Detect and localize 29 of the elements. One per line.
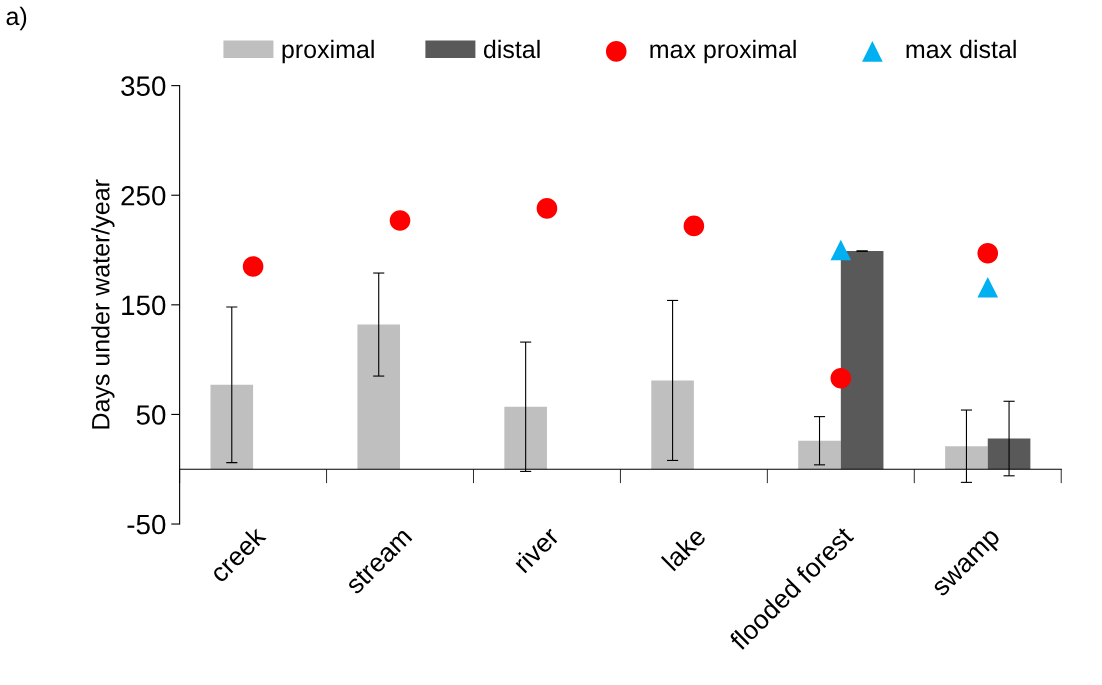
y-tick-label: -50: [127, 514, 166, 535]
bar: [798, 440, 841, 470]
y-tick-label: 150: [122, 295, 166, 316]
y-tick-label: 250: [121, 185, 166, 206]
legend-label: max distal: [906, 39, 1016, 59]
point: [977, 243, 999, 264]
x-tick-label: lake: [660, 525, 707, 572]
point: [389, 210, 411, 231]
point: [977, 276, 999, 298]
y-axis-title: Days under water/year: [91, 179, 115, 429]
bar: [210, 384, 254, 470]
bar: [945, 446, 988, 470]
bar: [357, 324, 401, 470]
legend-label: proximal: [282, 39, 374, 64]
y-tick-label: 50: [136, 405, 166, 425]
point: [683, 215, 705, 237]
point: [830, 367, 852, 389]
y-tick-label: 350: [121, 76, 166, 96]
point: [830, 239, 852, 261]
point: [536, 198, 558, 219]
legend-label: max proximal: [650, 39, 796, 64]
text: a): [6, 6, 27, 31]
legend-label: distal: [483, 39, 540, 59]
bar: [504, 406, 547, 470]
bar: [840, 251, 884, 470]
x-tick-label: river: [511, 525, 561, 574]
point: [242, 256, 264, 277]
bar: [651, 380, 694, 470]
bar: [987, 438, 1031, 470]
